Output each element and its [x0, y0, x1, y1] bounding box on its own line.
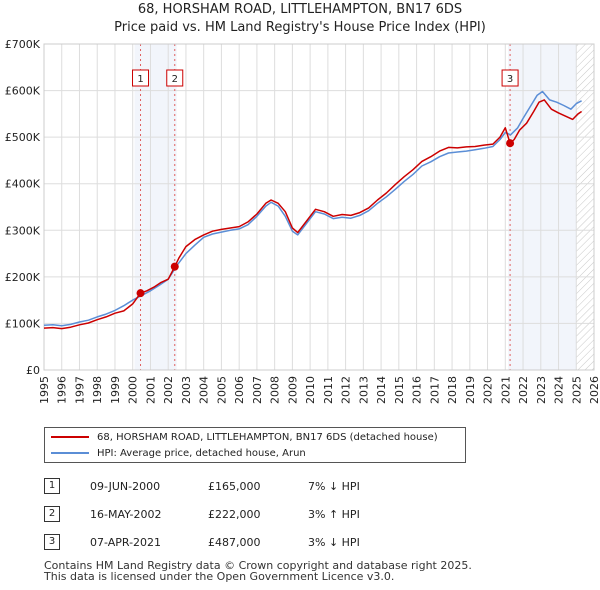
y-tick-label: £400K	[5, 178, 41, 191]
y-tick-label: £200K	[5, 271, 41, 284]
sales-row: 1 09-JUN-2000 £165,000 7% ↓ HPI	[44, 472, 360, 500]
x-tick-label: 2002	[162, 376, 175, 404]
x-tick-label: 2017	[428, 376, 441, 404]
x-tick-label: 2012	[340, 376, 353, 404]
sale-hpi-diff: 7% ↓ HPI	[308, 479, 360, 493]
x-tick-label: 2011	[322, 376, 335, 404]
sale-number-label: 3	[507, 74, 513, 85]
chart-subtitle: Price paid vs. HM Land Registry's House …	[114, 20, 486, 35]
sales-row: 2 16-MAY-2002 £222,000 3% ↑ HPI	[44, 500, 360, 528]
projection-hatch	[576, 44, 594, 370]
footer: Contains HM Land Registry data © Crown c…	[44, 560, 472, 582]
legend-label-property: 68, HORSHAM ROAD, LITTLEHAMPTON, BN17 6D…	[97, 431, 438, 443]
y-tick-label: £700K	[5, 38, 41, 51]
x-tick-label: 2005	[215, 376, 228, 404]
sale-number-label: 2	[172, 74, 178, 85]
x-tick-label: 2016	[411, 376, 424, 404]
legend: 68, HORSHAM ROAD, LITTLEHAMPTON, BN17 6D…	[44, 427, 466, 463]
sale-number-badge: 2	[44, 506, 60, 522]
x-tick-label: 2018	[446, 376, 459, 404]
sale-number-box	[166, 69, 184, 87]
legend-swatch-hpi	[51, 452, 89, 454]
x-tick-label: 2013	[357, 376, 370, 404]
x-tick-label: 2019	[464, 376, 477, 404]
legend-label-hpi: HPI: Average price, detached house, Arun	[97, 447, 306, 459]
sale-point	[136, 289, 145, 298]
x-tick-label: 2024	[553, 376, 566, 404]
legend-item-hpi: HPI: Average price, detached house, Arun	[51, 446, 306, 460]
sale-price: £222,000	[208, 507, 261, 521]
plot-frame	[43, 43, 595, 371]
x-tick-label: 2004	[198, 376, 211, 404]
sale-point	[170, 262, 179, 271]
x-tick-label: 2025	[570, 376, 583, 404]
x-tick-label: 2014	[375, 376, 388, 404]
y-tick-label: £600K	[5, 85, 41, 98]
x-tick-label: 1996	[56, 376, 69, 404]
sale-number-box	[501, 69, 519, 87]
y-tick-label: £0	[26, 364, 40, 377]
x-tick-label: 2020	[482, 376, 495, 404]
x-tick-label: 1995	[38, 376, 51, 404]
sale-date: 16-MAY-2002	[90, 507, 162, 521]
sale-price: £165,000	[208, 479, 261, 493]
sale-hpi-diff: 3% ↓ HPI	[308, 535, 360, 549]
x-tick-label: 2003	[180, 376, 193, 404]
x-tick-label: 2015	[393, 376, 406, 404]
x-tick-label: 2006	[233, 376, 246, 404]
sales-table: 1 09-JUN-2000 £165,000 7% ↓ HPI 2 16-MAY…	[44, 472, 360, 556]
sale-number-box	[132, 69, 150, 87]
sale-number-label: 1	[137, 74, 143, 85]
legend-item-property: 68, HORSHAM ROAD, LITTLEHAMPTON, BN17 6D…	[51, 430, 438, 444]
footer-copyright: Contains HM Land Registry data © Crown c…	[44, 559, 472, 572]
x-tick-label: 2022	[517, 376, 530, 404]
legend-swatch-property	[51, 436, 89, 438]
chart-title: 68, HORSHAM ROAD, LITTLEHAMPTON, BN17 6D…	[137, 2, 463, 17]
x-tick-label: 2026	[588, 376, 600, 404]
sale-hpi-diff: 3% ↑ HPI	[308, 507, 360, 521]
x-tick-label: 2010	[304, 376, 317, 404]
sale-point	[506, 139, 515, 148]
x-tick-label: 1999	[109, 376, 122, 404]
sale-highlight-band	[134, 44, 177, 370]
sale-number-badge: 3	[44, 534, 60, 550]
x-tick-label: 2007	[251, 376, 264, 404]
x-tick-label: 2021	[499, 376, 512, 404]
x-tick-label: 1998	[91, 376, 104, 404]
sale-highlight-band	[508, 44, 577, 370]
footer-licence: This data is licensed under the Open Gov…	[44, 570, 395, 583]
x-tick-label: 1997	[73, 376, 86, 404]
x-tick-label: 2023	[535, 376, 548, 404]
y-tick-label: £500K	[5, 131, 41, 144]
sale-date: 07-APR-2021	[90, 535, 162, 549]
sales-row: 3 07-APR-2021 £487,000 3% ↓ HPI	[44, 528, 360, 556]
y-tick-label: £100K	[5, 317, 41, 330]
y-tick-label: £300K	[5, 224, 41, 237]
sale-date: 09-JUN-2000	[90, 479, 161, 493]
x-tick-label: 2009	[286, 376, 299, 404]
sale-number-badge: 1	[44, 478, 60, 494]
x-tick-label: 2001	[144, 376, 157, 404]
x-tick-label: 2000	[127, 376, 140, 404]
price-chart: £0 £100K £200K £300K £400K £500K £600K £700K 199…	[5, 38, 600, 404]
x-tick-label: 2008	[269, 376, 282, 404]
sale-price: £487,000	[208, 535, 261, 549]
